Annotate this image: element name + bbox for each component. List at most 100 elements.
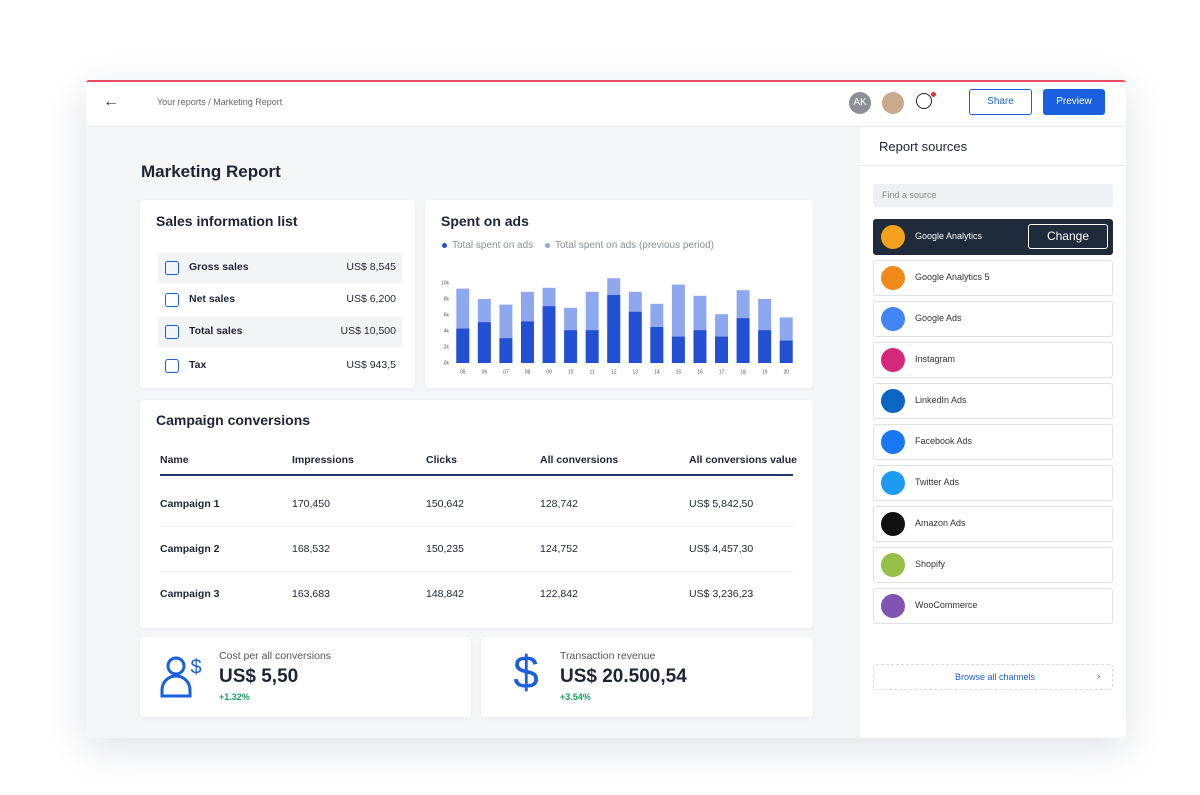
table-cell: Campaign 3 <box>160 588 220 600</box>
bar <box>671 336 685 363</box>
x-tick-label: 17 <box>719 369 725 375</box>
kpi-card <box>481 637 813 717</box>
bar <box>607 295 621 363</box>
bar <box>779 340 793 363</box>
row-icon <box>165 293 179 307</box>
source-icon <box>881 307 905 331</box>
avatar-photo[interactable] <box>882 92 904 114</box>
chevron: › <box>1097 671 1101 682</box>
source-item[interactable] <box>873 424 1113 460</box>
x-tick-label: 14 <box>654 369 660 375</box>
table-cell: 168,532 <box>292 543 330 555</box>
dollar-icon: $ <box>513 650 539 698</box>
table-cell: 170,450 <box>292 498 330 510</box>
sources-title: Report sources <box>879 139 968 154</box>
bar <box>585 330 599 363</box>
header-divider <box>86 126 1126 127</box>
source-icon <box>881 430 905 454</box>
bar <box>521 321 534 363</box>
x-tick-label: 05 <box>460 369 466 375</box>
y-tick-label: 4k <box>444 328 450 334</box>
column-header: All conversions value <box>689 454 797 466</box>
back-arrow[interactable]: ← <box>103 93 119 110</box>
avatar[interactable]: AK <box>849 92 871 114</box>
user-dollar-icon: $ <box>160 656 202 698</box>
x-tick-label: 08 <box>525 369 531 375</box>
source-item[interactable] <box>873 383 1113 419</box>
row-bg <box>158 253 402 283</box>
sales-value: US$ 8,545 <box>346 261 396 273</box>
source-name: Shopify <box>915 559 946 569</box>
legend-dot <box>545 243 550 248</box>
source-item[interactable] <box>873 547 1113 583</box>
source-item[interactable] <box>873 465 1113 501</box>
chat-icon[interactable] <box>916 93 932 109</box>
row-icon <box>165 325 179 339</box>
x-tick-label: 10 <box>568 369 574 375</box>
sales-label: Gross sales <box>189 261 249 273</box>
svg-text:$: $ <box>190 656 201 678</box>
column-header: Impressions <box>292 454 354 466</box>
x-tick-label: 09 <box>546 369 552 375</box>
table-cell: Campaign 2 <box>160 543 220 555</box>
bar <box>693 330 707 363</box>
source-icon <box>881 512 905 536</box>
source-item[interactable] <box>873 219 1113 255</box>
x-tick-label: 16 <box>697 369 703 375</box>
row-divider <box>160 526 793 527</box>
table-cell: Campaign 1 <box>160 498 220 510</box>
source-item[interactable] <box>873 301 1113 337</box>
table-cell: US$ 4,457,30 <box>689 543 754 555</box>
table-header-line <box>160 474 793 476</box>
change-button[interactable]: Change <box>1028 224 1108 249</box>
bar <box>542 306 556 363</box>
sales-label: Net sales <box>189 293 236 305</box>
source-item[interactable] <box>873 260 1113 296</box>
browse-box[interactable] <box>873 664 1113 690</box>
x-tick-label: 18 <box>740 369 746 375</box>
bar <box>650 327 664 363</box>
x-tick-label: 07 <box>503 369 509 375</box>
breadcrumb[interactable]: Your reports / Marketing Report <box>157 97 283 107</box>
source-item[interactable] <box>873 506 1113 542</box>
source-icon <box>881 266 905 290</box>
source-icon <box>881 348 905 372</box>
row-icon <box>165 359 179 373</box>
row-bg <box>158 317 402 347</box>
browse-link[interactable]: Browse all channels <box>955 672 1036 682</box>
source-name: Instagram <box>915 354 956 364</box>
source-item[interactable] <box>873 588 1113 624</box>
kpi-change: +3.54% <box>560 692 591 702</box>
bar <box>628 311 642 363</box>
preview-button[interactable]: Preview <box>1043 89 1105 115</box>
column-header: Name <box>160 454 189 466</box>
source-icon <box>881 225 905 249</box>
share-button[interactable]: Share <box>969 89 1032 115</box>
campaign-card <box>140 400 813 628</box>
sales-value: US$ 943,5 <box>346 359 396 371</box>
source-name: Google Analytics 5 <box>915 272 990 282</box>
row-divider <box>160 571 793 572</box>
source-item[interactable] <box>873 342 1113 378</box>
y-tick-label: 0k <box>444 360 450 366</box>
sales-value: US$ 6,200 <box>346 293 396 305</box>
kpi-label: Transaction revenue <box>560 650 656 662</box>
source-icon <box>881 553 905 577</box>
source-name: LinkedIn Ads <box>915 395 967 405</box>
table-cell: 150,235 <box>426 543 464 555</box>
source-name: Amazon Ads <box>915 518 966 528</box>
chart-title: Spent on ads <box>441 213 529 229</box>
bar <box>477 322 491 363</box>
x-tick-label: 12 <box>611 369 617 375</box>
svg-text:$: $ <box>513 650 539 698</box>
x-tick-label: 11 <box>590 369 595 375</box>
sales-value: US$ 10,500 <box>340 325 396 337</box>
source-name: Facebook Ads <box>915 436 973 446</box>
bar <box>758 330 772 363</box>
sales-label: Tax <box>189 359 207 371</box>
y-tick-label: 6k <box>444 312 450 318</box>
source-icon <box>881 471 905 495</box>
search-box[interactable]: Find a source <box>873 184 1113 207</box>
sales-label: Total sales <box>189 325 243 337</box>
source-name: Twitter Ads <box>915 477 960 487</box>
